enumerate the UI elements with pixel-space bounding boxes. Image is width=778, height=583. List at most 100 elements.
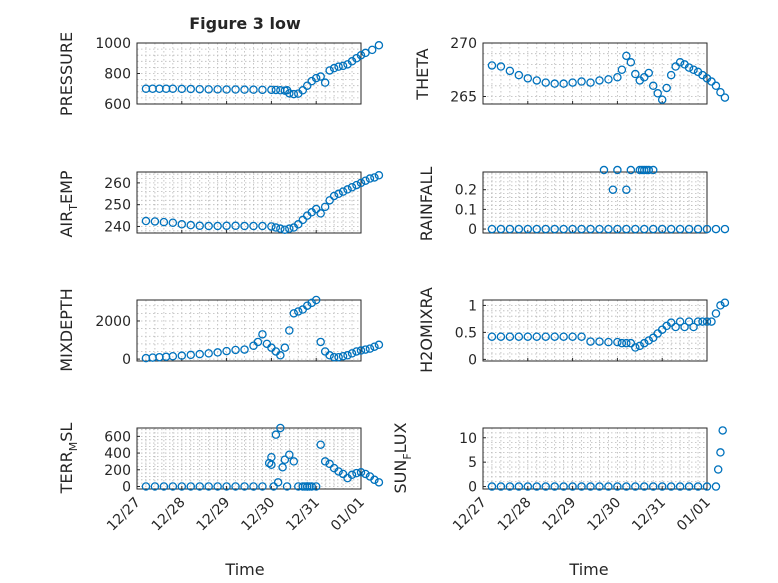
- data-point: [626, 338, 636, 348]
- data-point: [720, 93, 730, 102]
- panel-theta: THETA 265 270: [413, 36, 730, 106]
- data-point: [352, 468, 361, 478]
- data-point: [684, 482, 694, 491]
- data-point: [213, 221, 222, 231]
- data-point: [177, 482, 187, 491]
- data-point: [334, 352, 343, 362]
- data-point: [604, 224, 613, 234]
- data-point: [186, 84, 196, 94]
- data-point: [352, 347, 361, 356]
- data-point: [343, 351, 352, 360]
- data-point: [316, 72, 325, 81]
- data-point: [523, 224, 533, 234]
- plot-border: [482, 42, 708, 105]
- data-point: [595, 76, 604, 85]
- data-point: [325, 66, 334, 75]
- data-point: [644, 68, 654, 78]
- plot-area: [136, 171, 362, 234]
- data-point: [720, 298, 730, 307]
- data-point: [273, 478, 283, 487]
- data-point: [311, 204, 321, 214]
- ylabel-mixdepth: MIXDEPTH: [57, 288, 76, 371]
- data-point: [338, 469, 348, 479]
- data-point: [622, 185, 631, 194]
- data-point: [523, 332, 533, 341]
- data-point: [213, 348, 222, 357]
- data-point: [689, 65, 698, 75]
- data-point: [631, 224, 640, 234]
- data-point: [693, 224, 703, 234]
- data-point: [177, 351, 187, 360]
- data-point: [159, 482, 169, 491]
- data-point: [496, 482, 506, 491]
- ylabel-theta: THETA: [413, 48, 432, 100]
- plot-area: [482, 42, 708, 105]
- y-tick-label: 0: [468, 480, 477, 496]
- data-point: [577, 224, 586, 234]
- data-point: [693, 482, 703, 491]
- data-point: [718, 426, 727, 435]
- data-point: [505, 224, 515, 234]
- data-point: [514, 224, 524, 234]
- data-point: [713, 465, 723, 474]
- data-point: [258, 85, 267, 95]
- data-point: [716, 87, 725, 97]
- y-tick-label: 1000: [95, 36, 131, 52]
- data-point: [356, 346, 366, 355]
- data-point: [267, 85, 276, 95]
- y-tick-label: 600: [104, 429, 131, 445]
- data-point: [285, 89, 294, 98]
- data-point: [595, 224, 604, 234]
- data-point: [168, 84, 178, 94]
- data-point: [365, 344, 375, 353]
- data-point: [222, 482, 231, 491]
- data-point: [671, 322, 680, 332]
- data-point: [514, 482, 524, 491]
- y-tick-label: 800: [104, 67, 131, 83]
- data-point: [213, 482, 222, 491]
- data-point: [195, 482, 204, 491]
- data-point: [271, 85, 281, 95]
- y-tick-label: 240: [104, 219, 131, 235]
- data-point: [249, 85, 258, 94]
- data-point: [496, 332, 506, 341]
- data-point: [684, 63, 694, 72]
- ylabel-sun-flux: SUNFLUX: [391, 422, 414, 493]
- data-point: [298, 215, 308, 225]
- y-tick-label: 2000: [95, 314, 131, 330]
- data-point: [338, 61, 348, 71]
- data-point: [347, 182, 357, 192]
- data-point: [325, 459, 334, 469]
- data-point: [532, 76, 542, 85]
- data-point: [177, 84, 187, 94]
- data-point: [675, 482, 685, 491]
- panel-pressure: PRESSURE 600 800 1000: [57, 32, 384, 116]
- data-point: [550, 332, 559, 341]
- data-point: [282, 482, 292, 491]
- data-point: [159, 217, 169, 227]
- data-point: [586, 78, 595, 87]
- data-point: [361, 48, 370, 58]
- data-point: [666, 318, 676, 327]
- data-point: [361, 469, 370, 479]
- data-point: [577, 77, 586, 86]
- data-point: [294, 307, 303, 316]
- data-point: [550, 224, 559, 234]
- data-point: [334, 189, 343, 199]
- data-point: [505, 482, 515, 491]
- y-tick-label: 0.1: [455, 202, 477, 218]
- data-point: [222, 346, 231, 356]
- ylabel-h2omixra: H2OMIXRA: [417, 287, 436, 373]
- data-point: [367, 45, 377, 55]
- data-point: [325, 351, 334, 360]
- plot-area: [482, 171, 708, 234]
- data-point: [253, 337, 263, 347]
- data-point: [675, 317, 685, 326]
- data-point: [280, 343, 290, 352]
- data-point: [276, 423, 285, 433]
- data-point: [320, 457, 330, 466]
- data-point: [644, 336, 654, 345]
- data-point: [361, 345, 370, 354]
- plot-border: [136, 299, 362, 362]
